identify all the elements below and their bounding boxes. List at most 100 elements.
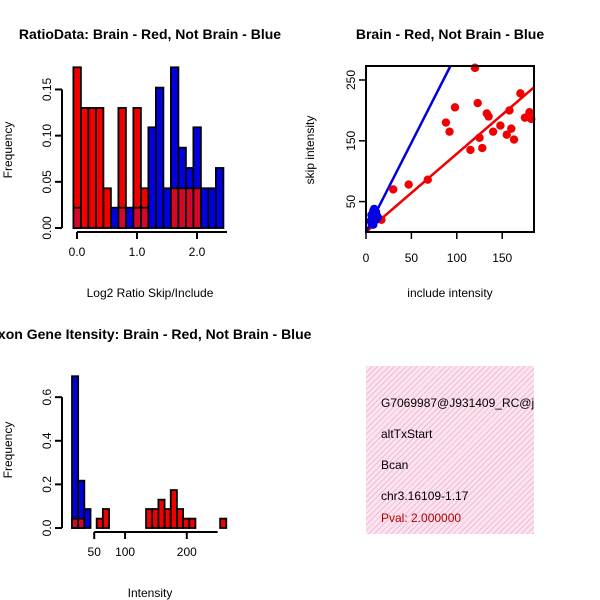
ratio-histogram-xlabel: Log2 Ratio Skip/Include <box>87 286 214 300</box>
y-tick-label: 0.10 <box>40 124 54 148</box>
point-brain <box>502 130 511 139</box>
scatter-axes: 0 50 100 150 50 150 250 <box>344 70 513 265</box>
scatter-xlabel: include intensity <box>407 286 492 300</box>
event-type: altTxStart <box>381 427 433 441</box>
point-brain <box>473 98 482 108</box>
intensity-scatter-panel: Brain - Red, Not Brain - Blue 0 50 100 150 5… <box>303 26 544 300</box>
point-brain <box>516 89 525 98</box>
y-tick-label: 0.6 <box>40 389 54 406</box>
bar-not-brain <box>125 206 135 229</box>
x-tick-label: 1.0 <box>129 245 146 259</box>
intensity-histogram-bars <box>71 375 228 529</box>
point-brain <box>505 106 514 115</box>
bar-overlap <box>71 517 80 529</box>
bar-not-brain <box>71 375 80 529</box>
p-value: Pval: 2.000000 <box>381 511 462 525</box>
bar-not-brain <box>147 126 157 229</box>
bar-overlap <box>132 206 142 229</box>
x-tick-label: 2.0 <box>189 245 206 259</box>
bar-overlap <box>169 187 180 229</box>
bar-not-brain <box>162 187 172 229</box>
point-brain <box>484 112 493 121</box>
bar-overlap <box>177 187 187 229</box>
y-tick-label: 0.05 <box>40 170 54 194</box>
point-brain <box>466 145 475 155</box>
ratio-histogram-title: RatioData: Brain - Red, Not Brain - Blue <box>19 26 281 42</box>
bar-brain <box>157 498 166 529</box>
genomic-location: chr3.16109-1.17 <box>381 489 469 503</box>
bar-brain <box>182 517 191 529</box>
point-brain <box>450 103 460 112</box>
ratio-histogram-axes: 0.00 0.05 0.10 0.15 0.0 1.0 2.0 <box>40 77 227 259</box>
x-tick-label: 50 <box>88 545 102 559</box>
x-tick-label: 0.0 <box>69 245 86 259</box>
point-brain <box>509 135 519 144</box>
x-tick-label: 100 <box>115 545 135 559</box>
bar-overlap <box>192 187 202 229</box>
bar-brain <box>95 517 104 529</box>
bar-brain <box>80 107 90 229</box>
bar-brain <box>87 107 97 229</box>
bar-overlap <box>139 206 150 229</box>
bar-brain <box>219 517 228 529</box>
y-tick-label: 150 <box>344 130 358 150</box>
intensity-histogram-panel: Exon Gene Itensity: Brain - Red, Not Bra… <box>0 326 312 600</box>
bar-brain <box>176 508 184 529</box>
bar-brain <box>145 508 154 529</box>
y-tick-label: 0.00 <box>40 216 54 240</box>
point-brain <box>389 185 398 194</box>
bar-overlap <box>184 187 195 229</box>
y-tick-label: 0.4 <box>40 432 54 449</box>
point-not-brain <box>369 220 378 229</box>
y-tick-label: 250 <box>344 70 358 90</box>
point-brain <box>496 121 505 130</box>
point-brain <box>475 133 484 142</box>
point-brain <box>404 180 413 189</box>
point-brain <box>488 127 498 136</box>
x-tick-label: 50 <box>405 251 419 265</box>
bar-not-brain <box>154 86 165 229</box>
probe-id: G7069987@J931409_RC@j_at <box>381 396 534 410</box>
bar-overlap <box>77 517 86 529</box>
point-not-brain <box>373 213 383 222</box>
bar-brain <box>95 107 105 229</box>
bar-brain <box>72 66 82 229</box>
intensity-histogram-xlabel: Intensity <box>128 586 173 600</box>
bar-brain <box>101 508 110 529</box>
scatter-ylabel: skip intensity <box>303 116 317 185</box>
intensity-histogram-title: Exon Gene Itensity: Brain - Red, Not Bra… <box>0 326 312 342</box>
bar-not-brain <box>214 167 225 229</box>
probe-info-panel: G7069987@J931409_RC@j_at altTxStart Bcan… <box>366 366 534 534</box>
bar-not-brain <box>199 187 210 229</box>
fit-line-not-brain <box>364 65 452 233</box>
bar-brain <box>169 489 178 529</box>
bar-overlap <box>117 206 127 229</box>
point-brain <box>445 127 454 136</box>
bar-overlap <box>72 206 82 229</box>
bar-brain <box>151 508 160 529</box>
point-brain <box>478 143 487 153</box>
ratio-histogram-panel: RatioData: Brain - Red, Not Brain - Blue… <box>1 26 281 300</box>
intensity-histogram-axes: 0.0 0.2 0.4 0.6 50 100 200 <box>40 389 218 559</box>
point-brain <box>423 175 432 184</box>
x-tick-label: 200 <box>177 545 197 559</box>
scatter-title: Brain - Red, Not Brain - Blue <box>356 26 544 42</box>
ratio-histogram-bars <box>72 66 225 229</box>
bar-brain <box>163 508 172 529</box>
x-tick-label: 0 <box>363 251 370 265</box>
y-tick-label: 0.15 <box>40 77 54 101</box>
scatter-fit-lines <box>364 65 535 233</box>
bar-brain <box>102 187 112 229</box>
bar-not-brain <box>83 508 92 529</box>
scatter-points <box>366 63 536 229</box>
gene-name: Bcan <box>381 458 409 472</box>
point-brain <box>507 124 516 133</box>
y-tick-label: 50 <box>344 195 358 209</box>
bar-brain <box>188 517 197 529</box>
scatter-plot-box <box>365 65 535 233</box>
y-tick-label: 0.2 <box>40 476 54 493</box>
y-tick-label: 0.0 <box>40 519 54 536</box>
x-tick-label: 100 <box>447 251 467 265</box>
x-tick-label: 150 <box>492 251 512 265</box>
